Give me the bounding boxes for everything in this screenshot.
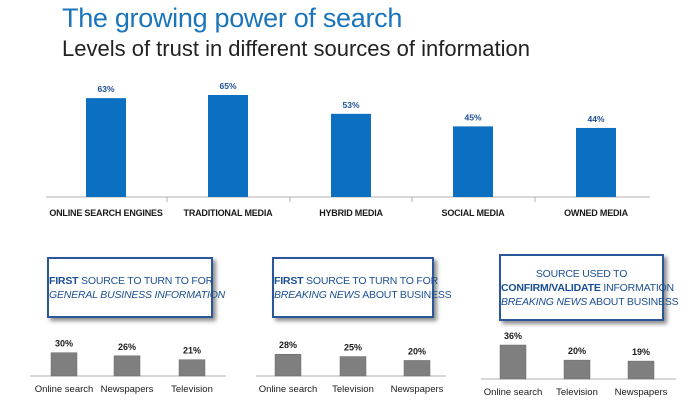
callout-line-2: BREAKING NEWS ABOUT BUSINESS	[501, 295, 679, 309]
callout-strong-text: FIRST	[274, 274, 304, 287]
callout-italic-text: BREAKING NEWS	[501, 295, 588, 308]
bar-value-label: 20%	[408, 346, 426, 356]
callout-text: ABOUT BUSINESS	[587, 295, 679, 308]
bar-value-label: 19%	[632, 347, 650, 357]
callout-italic-text: BREAKING NEWS	[274, 288, 361, 301]
callout-text: SOURCE TO TURN TO FOR	[303, 274, 438, 287]
bar-value-label: 44%	[587, 114, 604, 124]
callout-line-1: FIRST SOURCE TO TURN TO FOR	[274, 274, 438, 288]
bar	[403, 360, 431, 377]
callout-line-1: CONFIRM/VALIDATE INFORMATION	[501, 281, 674, 295]
callout-line-0: SOURCE USED TO	[535, 267, 628, 280]
bar-value-label: 65%	[219, 81, 236, 91]
callout-line-1: FIRST SOURCE TO TURN TO FOR	[49, 274, 213, 288]
bar	[576, 127, 616, 197]
bar-value-label: 20%	[568, 346, 586, 356]
bar	[331, 113, 371, 197]
callout-confirm-validate: SOURCE USED TO CONFIRM/VALIDATE INFORMAT…	[499, 254, 679, 321]
page-subtitle: Levels of trust in different sources of …	[62, 36, 530, 61]
callout-text: SOURCE TO TURN TO FOR	[78, 274, 213, 287]
bar	[453, 126, 493, 197]
callout-strong-text: FIRST	[49, 274, 79, 287]
category-label: TRADITIONAL MEDIA	[184, 208, 274, 218]
bar-value-label: 28%	[279, 340, 297, 350]
bar-value-label: 21%	[183, 346, 201, 356]
bar	[86, 98, 126, 197]
callout-line-2: GENERAL BUSINESS INFORMATION	[49, 288, 225, 302]
bar	[274, 353, 302, 377]
callout-strong-text: CONFIRM/VALIDATE	[501, 281, 601, 294]
category-label: Television	[332, 384, 374, 395]
bar	[339, 356, 367, 377]
category-label: Online search	[35, 384, 94, 395]
category-label: Online search	[484, 387, 543, 398]
bar	[208, 95, 248, 197]
bar	[627, 360, 655, 380]
category-label: OWNED MEDIA	[564, 208, 628, 218]
category-label: SOCIAL MEDIA	[442, 208, 506, 218]
category-label: ONLINE SEARCH ENGINES	[49, 208, 163, 218]
category-label: HYBRID MEDIA	[319, 208, 383, 218]
callout-text: ABOUT BUSINESS	[360, 288, 452, 301]
category-label: Online search	[259, 384, 318, 395]
bar-value-label: 26%	[118, 342, 136, 352]
category-label: Newspapers	[101, 384, 154, 395]
bar-value-label: 45%	[464, 112, 481, 122]
callout-text: INFORMATION	[600, 281, 674, 294]
callout-line-2: BREAKING NEWS ABOUT BUSINESS	[274, 288, 452, 302]
bar	[113, 355, 141, 377]
page-title: The growing power of search	[62, 3, 403, 33]
category-label: Television	[556, 387, 598, 398]
category-label: Newspapers	[615, 387, 668, 398]
bar	[50, 352, 78, 377]
bar-value-label: 53%	[342, 100, 359, 110]
bar	[563, 359, 591, 380]
bar-value-label: 30%	[55, 339, 73, 349]
category-label: Newspapers	[391, 384, 444, 395]
callout-general-business: FIRST SOURCE TO TURN TO FOR GENERAL BUSI…	[47, 257, 225, 318]
bar-value-label: 36%	[504, 331, 522, 341]
bar	[499, 344, 527, 380]
callout-breaking-news: FIRST SOURCE TO TURN TO FOR BREAKING NEW…	[272, 257, 452, 318]
bar-value-label: 63%	[97, 84, 114, 94]
category-label: Television	[171, 384, 213, 395]
callout-italic-text: GENERAL BUSINESS INFORMATION	[49, 288, 226, 301]
bar	[178, 359, 206, 377]
bar-value-label: 25%	[344, 343, 362, 353]
